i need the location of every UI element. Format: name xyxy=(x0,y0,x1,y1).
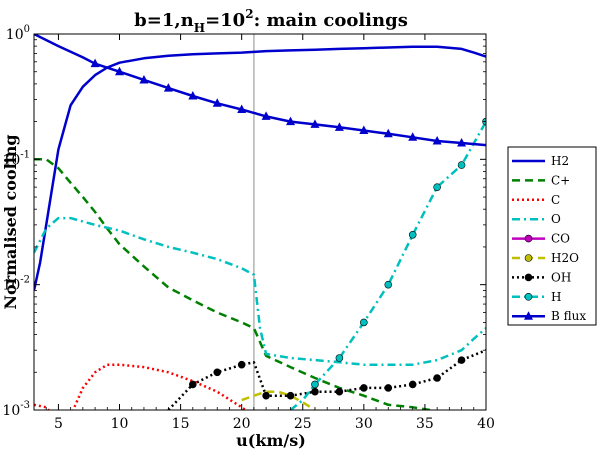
marker-oh-6 xyxy=(335,387,344,396)
marker-h-4 xyxy=(408,230,417,239)
legend-marker-h2o xyxy=(524,254,533,262)
legend-label-c-: C+ xyxy=(551,173,570,187)
series-line-c- xyxy=(34,158,439,410)
marker-oh-3 xyxy=(262,391,270,400)
marker-h-5 xyxy=(433,183,441,191)
legend-label-h2o: H2O xyxy=(551,251,579,265)
series-line-o xyxy=(34,216,486,366)
marker-b-flux-3 xyxy=(163,83,173,92)
marker-h-6 xyxy=(457,161,466,169)
marker-b-flux-0 xyxy=(90,58,100,68)
marker-oh-2 xyxy=(237,360,246,369)
marker-b-flux-11 xyxy=(359,125,369,134)
plot-area-frame xyxy=(33,33,487,411)
marker-b-flux-7 xyxy=(261,111,271,120)
series-line-h xyxy=(289,120,486,410)
marker-b-flux-15 xyxy=(457,137,467,147)
marker-oh-8 xyxy=(384,384,393,392)
series-line-c xyxy=(34,363,248,410)
x-tick-label: 40 xyxy=(477,416,495,432)
marker-b-flux-8 xyxy=(286,116,296,126)
legend-marker-co xyxy=(524,234,533,243)
legend-label-h2: H2 xyxy=(551,154,569,168)
marker-oh-0 xyxy=(189,380,197,389)
y-tick-label: 10-3 xyxy=(2,400,30,419)
marker-oh-10 xyxy=(433,374,441,382)
marker-b-flux-12 xyxy=(383,128,393,138)
legend-label-h: H xyxy=(551,290,561,304)
marker-oh-7 xyxy=(360,384,368,392)
legend-label-co: CO xyxy=(551,232,570,246)
marker-oh-1 xyxy=(213,368,222,377)
chart-title: b=1,nH=102: main coolings xyxy=(134,7,408,35)
marker-b-flux-13 xyxy=(408,132,418,141)
x-tick-label: 20 xyxy=(233,416,251,432)
x-tick-label: 5 xyxy=(54,416,63,432)
marker-h-0 xyxy=(311,380,319,389)
x-tick-label: 35 xyxy=(416,416,434,432)
y-axis-label: Normalised cooling xyxy=(1,134,20,309)
series-line-h2 xyxy=(34,45,486,291)
marker-h-1 xyxy=(335,354,344,362)
marker-oh-11 xyxy=(457,356,466,364)
marker-b-flux-9 xyxy=(310,119,320,128)
x-tick-label: 10 xyxy=(111,416,129,432)
legend-frame xyxy=(507,146,597,326)
marker-b-flux-6 xyxy=(237,104,247,113)
marker-b-flux-5 xyxy=(212,98,222,107)
marker-b-flux-4 xyxy=(188,91,198,100)
legend-label-b-flux: B flux xyxy=(551,309,586,323)
legend: H2 C+ CO CO H2O OH H B flux xyxy=(507,146,597,326)
legend-label-oh: OH xyxy=(551,270,571,284)
marker-b-flux-14 xyxy=(432,136,442,145)
series-line-b-flux xyxy=(34,34,486,147)
legend-marker-oh xyxy=(524,273,533,282)
marker-b-flux-2 xyxy=(139,74,149,84)
marker-b-flux-1 xyxy=(115,66,125,76)
marker-h-3 xyxy=(384,280,393,289)
x-tick-label: 15 xyxy=(172,416,190,432)
marker-oh-9 xyxy=(408,380,417,389)
marker-oh-4 xyxy=(286,391,295,400)
x-axis-label: u(km/s) xyxy=(236,431,306,450)
legend-label-o: O xyxy=(551,212,561,226)
marker-h-2 xyxy=(360,318,368,327)
legend-label-c: C xyxy=(551,193,560,207)
y-tick-label: 10-1 xyxy=(2,149,30,168)
x-tick-label: 30 xyxy=(355,416,373,432)
marker-b-flux-10 xyxy=(334,122,344,131)
y-tick-label: 10-2 xyxy=(2,275,30,294)
marker-oh-5 xyxy=(311,387,319,396)
legend-marker-h xyxy=(524,292,533,301)
x-tick-label: 25 xyxy=(294,416,312,432)
legend-marker-b-flux xyxy=(524,311,533,320)
y-tick-label: 100 xyxy=(6,24,30,43)
